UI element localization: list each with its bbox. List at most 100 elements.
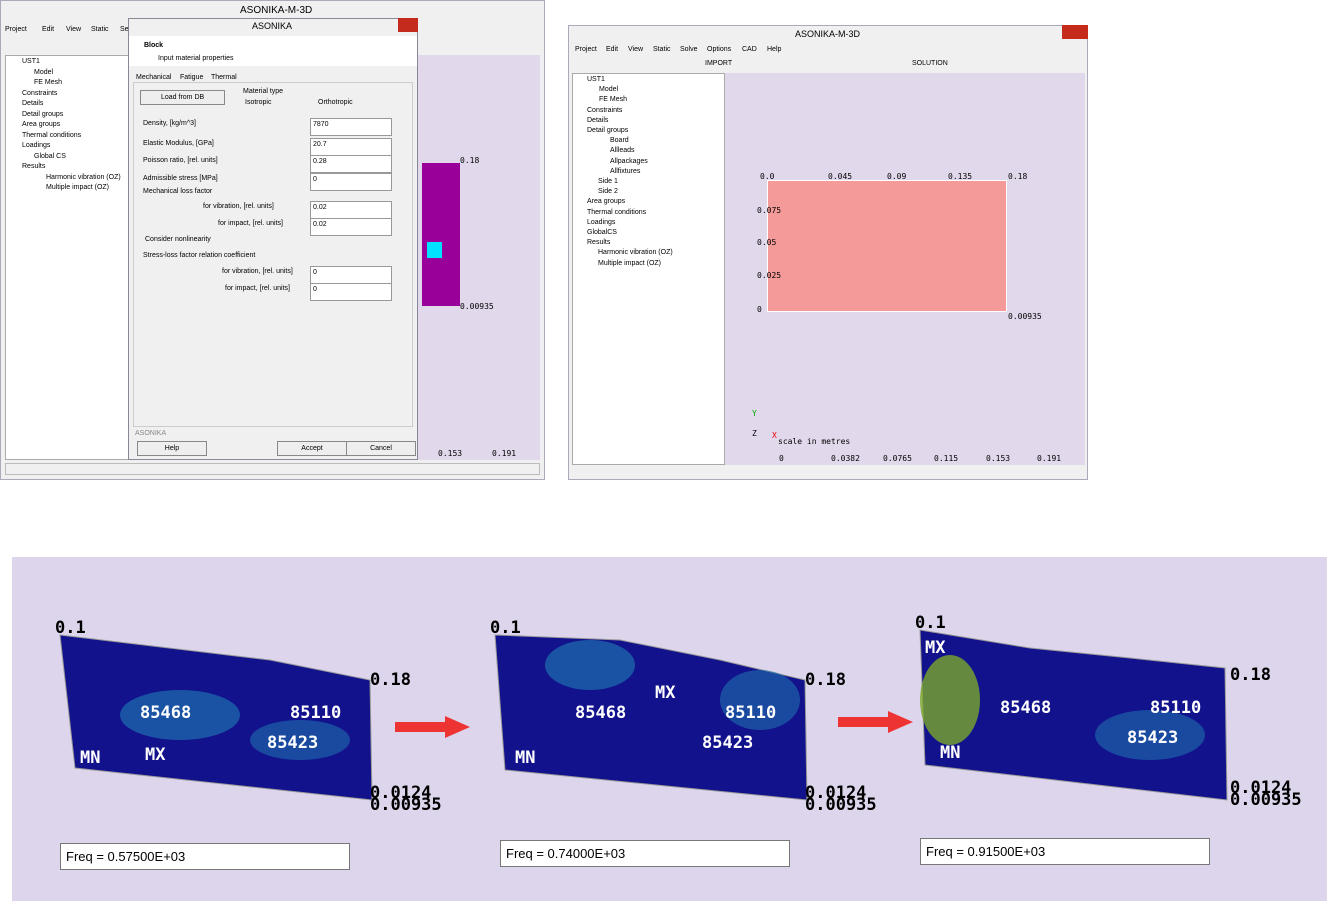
- freq-dropdown[interactable]: Freq = 0.57500E+03: [60, 843, 350, 870]
- menu-item[interactable]: Static: [653, 46, 671, 53]
- group-label: Material type: [243, 88, 284, 95]
- radio[interactable]: Orthotropic: [318, 99, 353, 106]
- field-input[interactable]: 0: [310, 266, 392, 284]
- tree-item[interactable]: Side 1: [598, 178, 618, 185]
- button[interactable]: Accept: [277, 441, 347, 456]
- tree-item[interactable]: Detail groups: [587, 127, 629, 134]
- arrow: [838, 711, 913, 733]
- axis-tick: 0.075: [757, 206, 782, 215]
- mesh-label: 0.1: [915, 613, 946, 633]
- tree-item[interactable]: Details: [22, 100, 44, 107]
- tree-item[interactable]: Thermal conditions: [22, 131, 82, 139]
- dialog-header: [129, 36, 417, 66]
- tree-item[interactable]: Allfixtures: [610, 167, 641, 175]
- close-button[interactable]: [398, 18, 418, 32]
- radio[interactable]: Isotropic: [245, 99, 272, 106]
- section-label: Stress-loss factor relation coefficient: [143, 252, 256, 259]
- tree-item[interactable]: Multiple impact (OZ): [598, 259, 662, 267]
- scale-tick: 0.153: [986, 454, 1011, 463]
- button[interactable]: Help: [137, 441, 207, 456]
- tree-item[interactable]: GlobalCS: [587, 229, 617, 236]
- tree-item[interactable]: Constraints: [587, 106, 623, 114]
- field-input[interactable]: 0.02: [310, 218, 392, 236]
- tree-item[interactable]: Area groups: [22, 121, 61, 128]
- freq-dropdown[interactable]: Freq = 0.74000E+03: [500, 840, 790, 867]
- mesh-label: MX: [145, 745, 166, 765]
- axis-label: 0.153: [438, 449, 463, 458]
- tab[interactable]: Thermal: [211, 74, 237, 81]
- close-button[interactable]: [1062, 25, 1088, 39]
- menu-item[interactable]: Edit: [606, 46, 619, 53]
- tree-item[interactable]: Allleads: [610, 147, 635, 155]
- tree-item[interactable]: Harmonic vibration (OZ): [598, 249, 673, 257]
- dialog-subheading: Input material properties: [158, 55, 234, 62]
- tree-item[interactable]: Global CS: [34, 152, 66, 160]
- menu-item[interactable]: View: [628, 46, 644, 53]
- field-input[interactable]: 0: [310, 173, 392, 191]
- toolbar-button[interactable]: SOLUTION: [912, 60, 948, 67]
- freq-dropdown[interactable]: Freq = 0.91500E+03: [920, 838, 1210, 865]
- toolbar-button[interactable]: IMPORT: [705, 60, 733, 67]
- tab[interactable]: Mechanical: [136, 74, 172, 81]
- menu-item[interactable]: Options: [707, 46, 732, 53]
- field-input[interactable]: 0: [310, 283, 392, 301]
- mesh-label: MN: [940, 743, 961, 763]
- tree-item[interactable]: Thermal conditions: [587, 208, 647, 216]
- tree-item[interactable]: Results: [22, 163, 46, 170]
- tree-item[interactable]: FE Mesh: [599, 96, 628, 104]
- tree-item[interactable]: Loadings: [22, 142, 51, 149]
- axis-tick: 0.135: [948, 172, 973, 181]
- menu-item[interactable]: Help: [767, 46, 782, 53]
- button[interactable]: Cancel: [346, 441, 416, 456]
- tree-item[interactable]: UST1: [22, 58, 40, 65]
- mesh-view: [494, 634, 913, 801]
- mesh-label: MX: [925, 638, 946, 658]
- field-input[interactable]: 0.02: [310, 201, 392, 219]
- menu-item[interactable]: CAD: [742, 46, 757, 53]
- tree-item[interactable]: Side 2: [598, 188, 618, 196]
- arrow: [395, 716, 470, 738]
- tree-item[interactable]: Multiple impact (OZ): [46, 184, 110, 191]
- tree-item[interactable]: Area groups: [587, 198, 626, 206]
- field-label: for impact, [rel. units]: [225, 285, 290, 292]
- tree-item[interactable]: Detail groups: [22, 110, 64, 118]
- axis-tick: 0.18: [1008, 172, 1028, 181]
- menu-item[interactable]: Project: [575, 46, 597, 53]
- tree-item[interactable]: Board: [610, 137, 629, 145]
- tree-item[interactable]: UST1: [587, 76, 605, 83]
- menu-item[interactable]: Edit: [42, 26, 55, 33]
- menu-item[interactable]: View: [66, 26, 82, 33]
- fe-mesh: [767, 180, 1007, 312]
- mesh-label: 85110: [290, 703, 342, 723]
- button[interactable]: Load from DB: [140, 90, 226, 105]
- axis-tick: 0.025: [757, 271, 782, 280]
- tree-item[interactable]: Constraints: [22, 89, 58, 97]
- mesh-label: MN: [80, 748, 101, 768]
- tree-item[interactable]: Allpackages: [610, 157, 648, 165]
- field-input[interactable]: 20.7: [310, 138, 392, 156]
- tree-item[interactable]: Results: [587, 239, 611, 247]
- menu-item[interactable]: Static: [91, 26, 109, 33]
- tree-item[interactable]: Details: [587, 116, 609, 124]
- axis-label: 0.18: [460, 156, 480, 165]
- tree-item[interactable]: Model: [599, 86, 619, 94]
- axis-tick: 0.0: [760, 172, 775, 181]
- field-input[interactable]: 7870: [310, 118, 392, 136]
- field-label: for vibration, [rel. units]: [203, 203, 274, 210]
- menu-item[interactable]: Project: [5, 26, 27, 33]
- menu-item[interactable]: Se: [120, 26, 129, 33]
- tab[interactable]: Fatigue: [180, 74, 204, 81]
- field-input[interactable]: 0.28: [310, 155, 392, 173]
- window-title: ASONIKA-M-3D: [240, 5, 313, 16]
- tree-item[interactable]: FE Mesh: [34, 79, 63, 86]
- tree-item[interactable]: Model: [34, 68, 54, 76]
- mesh-label: MN: [515, 748, 536, 768]
- tree-item[interactable]: Harmonic vibration (OZ): [46, 173, 121, 181]
- menu-item[interactable]: Solve: [680, 46, 698, 53]
- checkbox[interactable]: Consider nonlinearity: [145, 236, 211, 243]
- tree-item[interactable]: Loadings: [587, 218, 616, 226]
- mesh-label: 0.0124: [370, 783, 432, 803]
- scale-tick: 0: [779, 454, 784, 463]
- mesh-label: 85110: [1150, 698, 1202, 718]
